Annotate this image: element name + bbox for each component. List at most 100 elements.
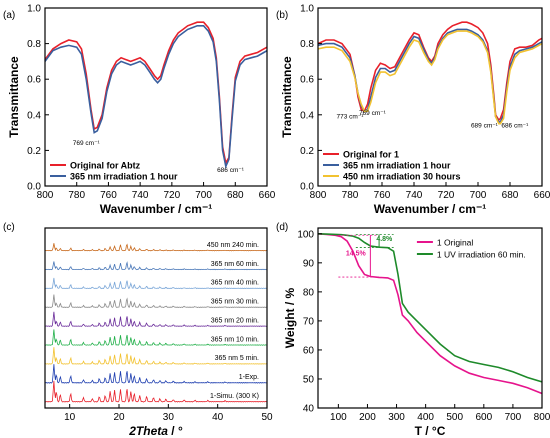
x-tick-label: 660 xyxy=(534,190,550,201)
legend-label: Original for 1 xyxy=(343,150,399,160)
y-tick-label: 40 xyxy=(303,404,315,415)
x-tick-label: 50 xyxy=(261,412,273,423)
x-axis-label: 2Theta / ° xyxy=(128,424,183,438)
peak-annotation: 686 cm⁻¹ xyxy=(501,122,529,129)
pattern-line xyxy=(45,261,268,271)
pattern-label: 365 nm 30 min. xyxy=(211,299,259,306)
pattern-line xyxy=(44,277,268,290)
plot-frame xyxy=(44,227,268,409)
legend-label: 1 Original xyxy=(437,238,473,248)
x-tick-label: 30 xyxy=(163,412,175,423)
x-tick-label: 40 xyxy=(212,412,224,423)
pattern-line xyxy=(44,364,268,384)
x-axis-label: T / °C xyxy=(415,424,446,438)
y-axis-label: Transmittance xyxy=(7,56,21,138)
x-tick-label: 700 xyxy=(195,190,212,201)
plot-frame xyxy=(317,7,543,187)
x-tick-label: 800 xyxy=(37,190,54,201)
x-tick-label: 500 xyxy=(446,412,463,423)
y-tick-label: 50 xyxy=(303,374,315,385)
y-tick-label: 90 xyxy=(303,258,315,269)
x-tick-label: 400 xyxy=(417,412,434,423)
pattern-line xyxy=(44,294,268,309)
series-line xyxy=(317,233,543,395)
pattern-label: 1-Exp. xyxy=(239,374,259,381)
pattern-label: 365 nm 20 min. xyxy=(211,317,259,324)
step-annotation: 4.8% xyxy=(376,236,393,243)
y-tick-label: 100 xyxy=(297,229,314,240)
x-tick-label: 10 xyxy=(64,412,76,423)
panel-label: (d) xyxy=(276,222,288,233)
y-axis-label: Weight / % xyxy=(283,287,297,348)
x-tick-label: 800 xyxy=(310,190,327,201)
y-tick-label: 70 xyxy=(303,316,315,327)
x-tick-label: 740 xyxy=(132,190,149,201)
y-tick-label: 0.6 xyxy=(27,75,41,86)
panel-label: (a) xyxy=(3,10,15,21)
x-tick-label: 720 xyxy=(438,190,455,201)
legend-label: 1 UV irradiation 60 min. xyxy=(437,250,526,260)
legend-label: 365 nm irradiation 1 hour xyxy=(70,172,178,182)
pattern-label: 365 nm 60 min. xyxy=(211,261,259,268)
x-tick-label: 300 xyxy=(388,412,405,423)
y-tick-label: 0.2 xyxy=(27,146,41,157)
panel-label: (b) xyxy=(276,10,288,21)
x-tick-label: 760 xyxy=(374,190,391,201)
legend-label: Original for Abtz xyxy=(70,161,141,171)
pattern-line xyxy=(44,380,267,403)
panel-a: 800 780 760 740 720 700 680 660 0.0 0.2 0.4 0.6 0.8 1… xyxy=(3,4,276,217)
pattern-label: 365 nm 5 min. xyxy=(215,355,259,362)
y-tick-label: 0.0 xyxy=(300,182,314,193)
series-line xyxy=(317,30,543,125)
panel-label: (c) xyxy=(3,222,15,233)
pattern-label: 365 nm 40 min. xyxy=(211,280,259,287)
y-tick-label: 0.6 xyxy=(300,75,314,86)
x-tick-label: 700 xyxy=(505,412,522,423)
x-tick-label: 780 xyxy=(342,190,359,201)
pattern-label: 365 nm 10 min. xyxy=(211,336,259,343)
legend-label: 450 nm irradiation 30 hours xyxy=(343,172,461,182)
x-tick-label: 20 xyxy=(113,412,125,423)
panel-d: 4.8% 14.5% 100 200 300 400 500 600 700 800 40 50 60 7… xyxy=(276,222,550,438)
x-tick-label: 780 xyxy=(68,190,85,201)
pattern-line xyxy=(44,347,268,365)
series-line xyxy=(44,25,268,170)
x-tick-label: 100 xyxy=(330,412,347,423)
peak-annotation: 769 cm⁻¹ xyxy=(359,110,387,117)
panel-c: 1-Simu. (300 K) 1-Exp. 365 nm 5 min. 365 nm… xyxy=(3,222,273,438)
y-tick-label: 0.0 xyxy=(27,182,41,193)
y-tick-label: 1.0 xyxy=(27,4,41,15)
pattern-line xyxy=(44,311,268,327)
y-tick-label: 60 xyxy=(303,345,315,356)
pattern-label: 450 nm 240 min. xyxy=(207,242,259,249)
y-tick-label: 0.4 xyxy=(27,110,41,121)
plot-frame xyxy=(317,227,543,409)
series-line xyxy=(317,21,543,122)
y-tick-label: 0.2 xyxy=(300,146,314,157)
y-tick-label: 1.0 xyxy=(300,4,314,15)
x-tick-label: 700 xyxy=(470,190,487,201)
pattern-line xyxy=(44,243,268,252)
x-tick-label: 660 xyxy=(259,190,276,201)
y-tick-label: 0.4 xyxy=(300,110,314,121)
x-tick-label: 680 xyxy=(227,190,244,201)
x-tick-label: 800 xyxy=(534,412,550,423)
legend-label: 365 nm irradiation 1 hour xyxy=(343,161,451,171)
peak-annotation: 689 cm⁻¹ xyxy=(471,122,499,129)
peak-annotation: 686 cm⁻¹ xyxy=(217,167,245,174)
x-tick-label: 600 xyxy=(475,412,492,423)
pattern-line xyxy=(44,329,268,346)
x-tick-label: 720 xyxy=(164,190,181,201)
plot-frame xyxy=(44,7,268,187)
y-axis-label: Transmittance xyxy=(280,56,294,138)
pattern-label: 1-Simu. (300 K) xyxy=(210,393,259,400)
panel-b: 800 780 760 740 720 700 680 660 0.0 0.2 0.4 0.6 0.8 1… xyxy=(276,4,550,217)
y-tick-label: 0.8 xyxy=(27,39,41,50)
peak-annotation: 773 cm⁻¹ xyxy=(337,113,365,120)
x-axis-label: Wavenumber / cm⁻¹ xyxy=(374,202,487,216)
x-tick-label: 760 xyxy=(100,190,117,201)
x-tick-label: 740 xyxy=(406,190,423,201)
x-tick-label: 200 xyxy=(359,412,376,423)
peak-annotation: 769 cm⁻¹ xyxy=(73,140,101,147)
